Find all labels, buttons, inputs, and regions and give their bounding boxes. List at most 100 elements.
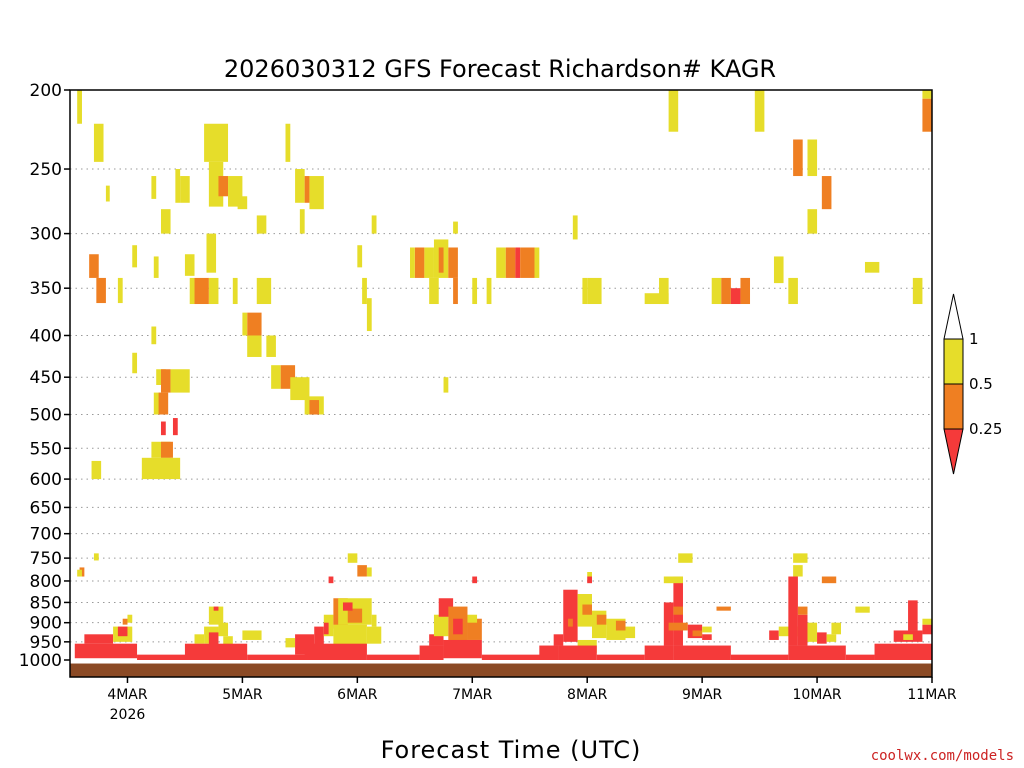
ri-cell (137, 654, 205, 660)
ri-cell (587, 277, 602, 305)
ri-cell (414, 247, 425, 278)
ri-cell (247, 654, 310, 660)
ri-cell (855, 606, 870, 613)
ri-cell (587, 576, 592, 584)
ri-cell (730, 288, 741, 305)
ri-cell (151, 326, 157, 345)
ri-cell (170, 369, 190, 393)
ri-cell (77, 569, 82, 577)
ri-cell (520, 247, 535, 278)
ri-cell (821, 176, 832, 210)
x-tick-label: 5MAR (222, 687, 263, 703)
ri-cell (84, 634, 114, 644)
ri-cell (132, 245, 138, 268)
ri-cell (232, 277, 238, 305)
colorbar-bin-orange (943, 383, 964, 430)
ri-cell (304, 643, 367, 660)
colorbar-bottom-arrow (943, 428, 964, 475)
y-tick-label: 700 (30, 525, 62, 545)
ri-cell (366, 298, 372, 332)
ri-cell (831, 622, 842, 635)
ri-cell (218, 176, 229, 197)
ri-cell (160, 441, 173, 458)
ri-cell (711, 277, 722, 305)
y-tick-label: 950 (30, 633, 62, 653)
ri-cell (912, 277, 923, 305)
ri-cell (515, 247, 521, 278)
ri-cell (788, 277, 798, 305)
ri-cell (673, 645, 731, 660)
ri-cell (117, 626, 128, 637)
ri-cell (481, 654, 549, 660)
ri-cell (342, 602, 353, 611)
ri-cell (256, 277, 272, 305)
ri-cell (730, 654, 789, 660)
ri-cell (773, 256, 784, 284)
ri-cell (266, 335, 276, 357)
y-tick-label: 800 (30, 572, 62, 592)
ri-cell (582, 277, 588, 305)
y-tick-label: 1000 (19, 651, 62, 671)
y-tick-label: 450 (30, 368, 62, 388)
ri-cell (371, 215, 377, 234)
ri-cell (285, 638, 296, 648)
ri-cell (323, 622, 329, 635)
ri-cell (153, 256, 159, 278)
ri-cell (160, 421, 166, 436)
colorbar-legend: 1 0.5 0.25 (943, 293, 1002, 475)
ri-cell (568, 618, 573, 627)
ri-cell (96, 277, 106, 304)
ri-cell (922, 90, 932, 99)
y-tick-label: 600 (30, 470, 62, 490)
ri-cell (295, 169, 305, 203)
ri-cell (132, 352, 138, 374)
ri-cell (158, 392, 169, 415)
ri-cell (864, 261, 880, 273)
colorbar-bin-yellow (943, 338, 964, 385)
ri-cell (410, 247, 415, 278)
ri-cell (807, 209, 818, 234)
colorbar-label: 0.25 (969, 420, 1002, 438)
ri-cell (419, 645, 444, 660)
ri-cell (908, 600, 918, 631)
gridlines (70, 168, 932, 643)
surface-band (70, 663, 932, 677)
ri-cell (117, 277, 123, 304)
ri-cell (754, 90, 765, 132)
y-tick-label: 350 (30, 279, 62, 299)
ri-cell (438, 247, 444, 273)
ri-cell (366, 626, 382, 644)
ri-cell (223, 636, 233, 646)
ri-cell (371, 614, 377, 627)
ri-cell (453, 618, 463, 635)
x-axis-ticks: 4MAR 2026 5MAR 6MAR 7MAR 8MAR 9MAR 10MAR 11MAR (107, 677, 957, 723)
ri-cell (208, 277, 219, 305)
ri-cell (663, 576, 683, 584)
ri-cell (668, 90, 679, 132)
ri-cell (826, 634, 837, 642)
ri-cell (443, 639, 482, 659)
ri-cell (256, 215, 267, 234)
ri-cell (206, 233, 217, 273)
ri-cell (160, 369, 171, 393)
ri-cell (74, 643, 138, 659)
ri-cell (314, 626, 324, 646)
ri-cell (644, 293, 669, 305)
ri-cell (793, 565, 803, 577)
ri-cell (362, 277, 367, 305)
ri-cell (77, 90, 82, 124)
ri-cell (922, 618, 932, 625)
ri-cell (184, 643, 248, 660)
ri-cell (304, 176, 310, 203)
y-tick-label: 850 (30, 593, 62, 613)
ri-cell (429, 277, 439, 305)
ri-cell (357, 565, 367, 577)
ri-cell (692, 630, 703, 637)
colorbar-top-arrow (943, 293, 964, 340)
ri-cell (122, 618, 128, 625)
ri-cell (189, 277, 195, 305)
colorbar-label: 0.5 (969, 375, 993, 393)
ri-cell (793, 139, 803, 177)
y-tick-label: 750 (30, 549, 62, 569)
ri-cell (91, 460, 102, 480)
